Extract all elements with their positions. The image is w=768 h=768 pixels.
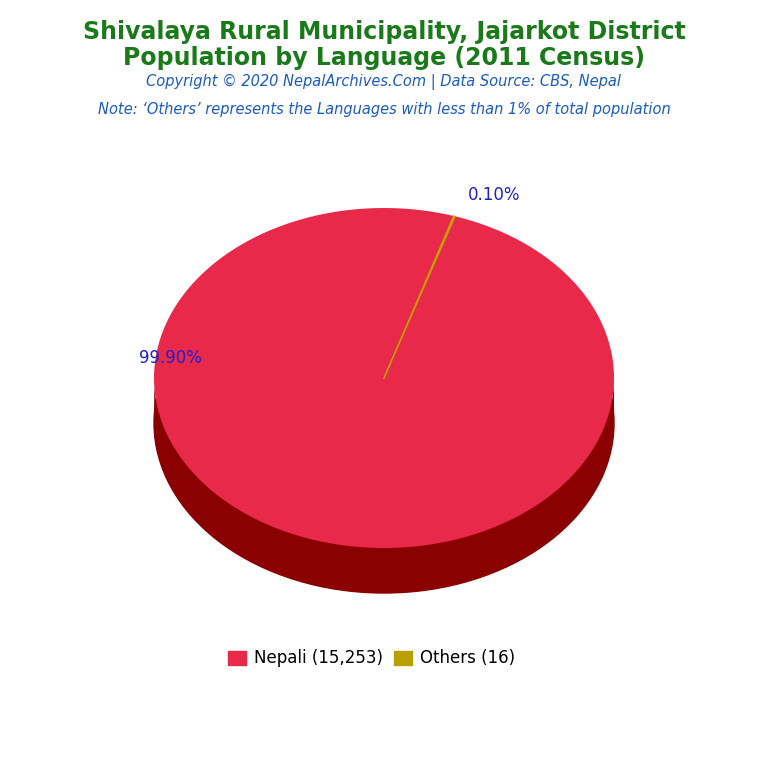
- Polygon shape: [384, 216, 455, 378]
- Text: Shivalaya Rural Municipality, Jajarkot District: Shivalaya Rural Municipality, Jajarkot D…: [83, 20, 685, 44]
- Text: Population by Language (2011 Census): Population by Language (2011 Census): [123, 46, 645, 70]
- Ellipse shape: [154, 253, 614, 593]
- Polygon shape: [154, 208, 614, 548]
- Bar: [228, 651, 246, 665]
- Polygon shape: [154, 371, 614, 593]
- Text: 99.90%: 99.90%: [138, 349, 201, 367]
- Text: 0.10%: 0.10%: [468, 186, 521, 204]
- Bar: [394, 651, 412, 665]
- Text: Nepali (15,253): Nepali (15,253): [254, 649, 383, 667]
- Text: Others (16): Others (16): [420, 649, 515, 667]
- Text: Copyright © 2020 NepalArchives.Com | Data Source: CBS, Nepal: Copyright © 2020 NepalArchives.Com | Dat…: [147, 74, 621, 90]
- Text: Note: ‘Others’ represents the Languages with less than 1% of total population: Note: ‘Others’ represents the Languages …: [98, 102, 670, 117]
